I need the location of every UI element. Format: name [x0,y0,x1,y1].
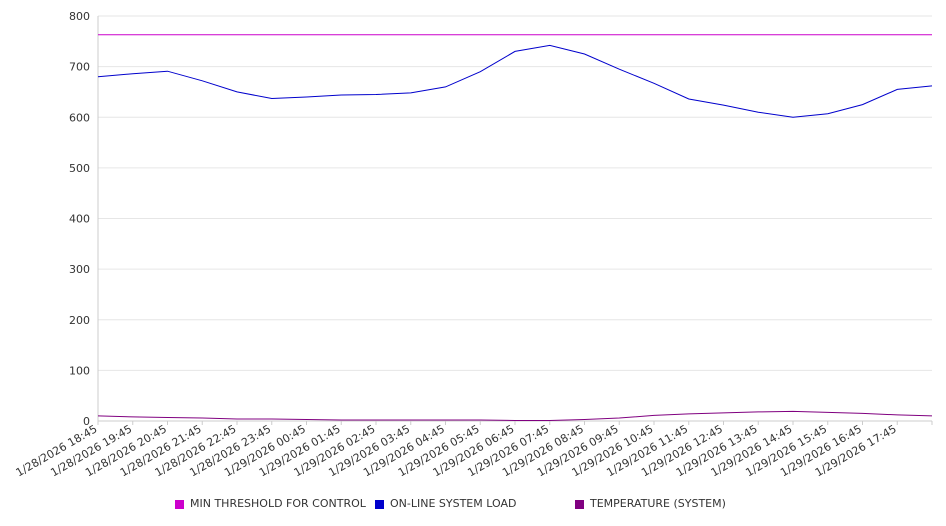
legend-swatch-threshold [175,499,184,509]
x-tick-labels: 1/28/2026 18:451/28/2026 19:451/28/2026 … [14,421,933,479]
series-line-temperature[interactable] [97,410,933,421]
legend-item-threshold[interactable]: MIN THRESHOLD FOR CONTROL [175,497,366,511]
y-tick-label: 600 [69,111,90,124]
series-line-system-load[interactable] [97,44,933,118]
y-tick-label: 800 [69,10,90,23]
legend-label-threshold: MIN THRESHOLD FOR CONTROL [190,497,366,510]
legend-label-temperature: TEMPERATURE (SYSTEM) [590,497,726,510]
y-tick-label: 0 [83,415,90,428]
gridlines [98,15,932,371]
y-tick-label: 400 [69,213,90,226]
legend-swatch-temperature [575,499,584,509]
legend: MIN THRESHOLD FOR CONTROL ON-LINE SYSTEM… [0,497,946,515]
y-tick-labels: 0 100 200 300 400 500 600 700 800 [69,10,90,428]
legend-item-temperature[interactable]: TEMPERATURE (SYSTEM) [575,497,726,511]
y-tick-label: 700 [69,61,90,74]
y-tick-label: 300 [69,263,90,276]
y-tick-label: 200 [69,314,90,327]
legend-swatch-system-load [375,499,384,509]
y-tick-label: 500 [69,162,90,175]
series-lines [97,34,933,421]
legend-item-system-load[interactable]: ON-LINE SYSTEM LOAD [375,497,516,511]
y-tick-label: 100 [69,364,90,377]
legend-label-system-load: ON-LINE SYSTEM LOAD [390,497,517,510]
